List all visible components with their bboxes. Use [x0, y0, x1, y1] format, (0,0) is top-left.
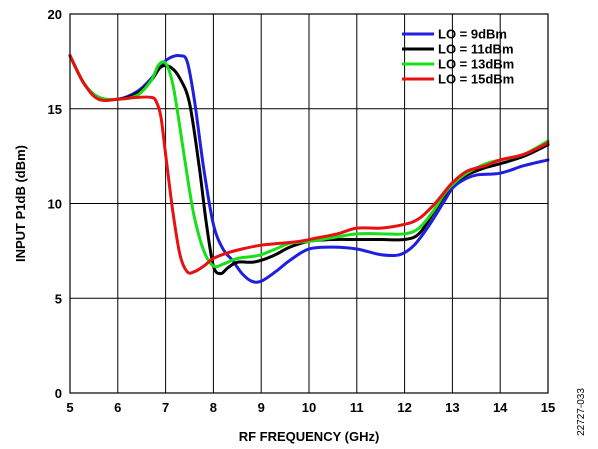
plot-frame [69, 13, 549, 394]
x-tick-label: 15 [541, 400, 555, 415]
x-tick-label: 7 [162, 400, 169, 415]
y-tick-label: 5 [55, 291, 62, 306]
y-tick-label: 20 [48, 7, 62, 22]
y-tick-label: 15 [48, 102, 62, 117]
series-lines [68, 53, 550, 284]
legend-label: LO = 9dBm [438, 27, 507, 42]
y-axis-label: INPUT P1dB (dBm) [13, 145, 28, 262]
x-tick-label: 11 [350, 400, 364, 415]
x-tick-label: 9 [258, 400, 265, 415]
figure-id: 22727-033 [576, 388, 587, 436]
legend-label: LO = 15dBm [438, 72, 514, 87]
x-tick-label: 12 [397, 400, 411, 415]
x-tick-label: 13 [445, 400, 459, 415]
x-axis-label: RF FREQUENCY (GHz) [239, 429, 380, 444]
x-tick-label: 10 [302, 400, 316, 415]
legend-label: LO = 11dBm [438, 42, 514, 57]
x-tick-label: 5 [66, 400, 73, 415]
y-tick-label: 10 [48, 197, 62, 212]
x-tick-label: 14 [493, 400, 508, 415]
legend-label: LO = 13dBm [438, 57, 514, 72]
x-tick-label: 6 [114, 400, 121, 415]
y-tick-label: 0 [55, 386, 62, 401]
x-tick-label: 8 [210, 400, 217, 415]
series-line-4 [68, 54, 550, 275]
